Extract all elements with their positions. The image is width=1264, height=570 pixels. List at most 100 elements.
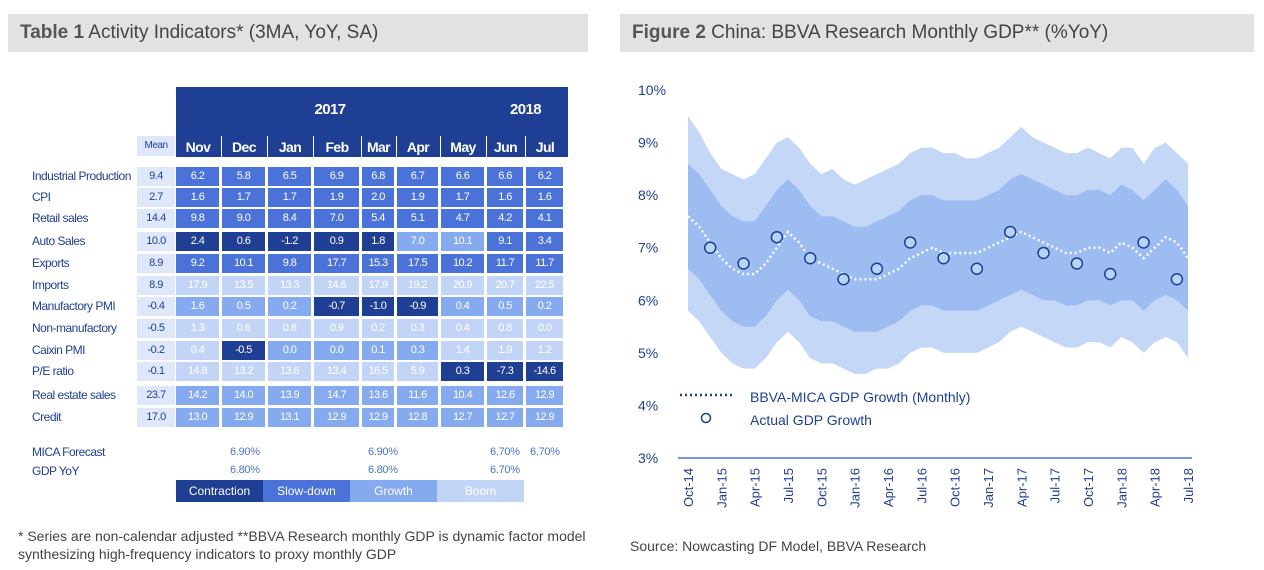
table-cell: 13.0 — [176, 408, 219, 427]
table-cell: 13.6 — [268, 362, 311, 381]
actual-gdp-point — [870, 262, 884, 275]
mean-value: 2.7 — [137, 188, 175, 207]
table-cell: 0.2 — [362, 319, 394, 338]
table-cell: 14.0 — [222, 386, 265, 405]
mean-value: -0.5 — [137, 319, 175, 338]
table-cell: 17.9 — [176, 276, 219, 295]
actual-gdp-point — [1070, 257, 1084, 270]
table-cell: 10.2 — [441, 254, 484, 273]
table-cell: -1.0 — [362, 297, 394, 316]
mean-value: 14.4 — [137, 209, 175, 228]
row-label: Non-manufactory — [32, 321, 117, 335]
inner-confidence-band — [688, 163, 1188, 332]
table-cell: 9.8 — [176, 209, 219, 228]
table-cell: -7.3 — [487, 362, 523, 381]
row-label: Real estate sales — [32, 388, 116, 402]
y-tick-label: 4% — [638, 397, 658, 413]
table-cell: 13.3 — [268, 276, 311, 295]
column-divider — [267, 136, 268, 428]
mica-forecast-value: 6.70% — [530, 446, 560, 458]
table-cell: 0.5 — [222, 297, 265, 316]
mica-forecast-value: 6.90% — [368, 446, 398, 458]
actual-gdp-point — [837, 273, 850, 286]
actual-gdp-point — [970, 262, 984, 275]
month-header: May — [450, 139, 476, 155]
table-cell: 6.8 — [362, 167, 394, 186]
gdp-yoy-label: GDP YoY — [32, 464, 79, 478]
x-tick-label: Jan-18 — [1114, 468, 1129, 508]
x-tick-label: Oct-17 — [1081, 468, 1096, 507]
x-tick-label: Apr-17 — [1014, 468, 1029, 507]
table-cell: 9.8 — [268, 254, 311, 273]
table-cell: 5.9 — [397, 362, 438, 381]
table-cell: 11.7 — [487, 254, 523, 273]
table-cell: 1.6 — [176, 188, 219, 207]
x-tick-label: Apr-18 — [1148, 468, 1163, 507]
actual-gdp-point — [1137, 236, 1150, 249]
row-label: Retail sales — [32, 211, 89, 225]
month-header: Jun — [493, 139, 518, 155]
table-cell: 11.6 — [397, 386, 438, 405]
table-cell: 13.1 — [268, 408, 311, 427]
table-cell: 0.8 — [268, 319, 311, 338]
mean-value: -0.2 — [137, 341, 175, 360]
month-header: Apr — [406, 139, 430, 155]
table-cell: 0.9 — [314, 319, 359, 338]
table-cell: 17.9 — [362, 276, 394, 295]
table-cell: 9.0 — [222, 209, 265, 228]
y-tick-label: 10% — [638, 82, 666, 98]
column-divider — [313, 136, 314, 428]
table-cell: 0.2 — [268, 297, 311, 316]
year-2018: 2018 — [510, 101, 542, 118]
table-cell: 19.2 — [397, 276, 438, 295]
table-cell: 1.6 — [176, 297, 219, 316]
mean-value: 9.4 — [137, 167, 175, 186]
x-tick-label: Jul-17 — [1048, 468, 1063, 503]
row-label: Manufactory PMI — [32, 299, 116, 313]
table-cell: 6.5 — [268, 167, 311, 186]
table-cell: 5.8 — [222, 167, 265, 186]
table-cell: 22.5 — [526, 276, 563, 295]
table-cell: 0.6 — [222, 319, 265, 338]
table-cell: 1.7 — [268, 188, 311, 207]
table-cell: 2.0 — [362, 188, 394, 207]
table-cell: 12.7 — [487, 408, 523, 427]
x-tick-label: Jan-16 — [848, 468, 863, 508]
table-cell: 1.2 — [526, 341, 563, 360]
month-header: Mar — [366, 139, 391, 155]
y-tick-label: 8% — [638, 187, 658, 203]
column-divider — [221, 136, 222, 428]
column-divider — [525, 136, 526, 428]
table-cell: 0.3 — [441, 362, 484, 381]
table-cell: 14.6 — [314, 276, 359, 295]
table-cell: 12.7 — [441, 408, 484, 427]
y-tick-label: 3% — [638, 450, 658, 466]
column-divider — [396, 136, 397, 428]
table-cell: -14.6 — [526, 362, 563, 381]
table-cell: -1.2 — [268, 232, 311, 251]
table-cell: 4.2 — [487, 209, 523, 228]
mean-value: 8.9 — [137, 276, 175, 295]
table-cell: 0.6 — [222, 232, 265, 251]
table-cell: 1.3 — [176, 319, 219, 338]
table-cell: 0.2 — [526, 297, 563, 316]
table-cell: 17.5 — [397, 254, 438, 273]
legend-boom: Boom — [437, 480, 524, 502]
series-line-mica — [687, 215, 1190, 281]
actual-gdp-point — [770, 230, 784, 244]
legend-slowdown: Slow-down — [263, 480, 350, 502]
x-tick-label: Oct-14 — [681, 468, 696, 507]
table-cell: 13.5 — [222, 276, 265, 295]
table-cell: 12.9 — [362, 408, 394, 427]
table-header-band — [176, 87, 568, 157]
table-cell: 0.1 — [362, 341, 394, 360]
table-cell: 0.0 — [268, 341, 311, 360]
column-divider — [486, 136, 487, 428]
table-cell: 6.6 — [487, 167, 523, 186]
column-divider — [440, 136, 441, 428]
table-cell: 12.6 — [487, 386, 523, 405]
actual-gdp-point — [1003, 225, 1017, 239]
legend-label-actual: Actual GDP Growth — [750, 412, 872, 428]
table-cell: 6.7 — [397, 167, 438, 186]
actual-gdp-point — [937, 251, 950, 265]
